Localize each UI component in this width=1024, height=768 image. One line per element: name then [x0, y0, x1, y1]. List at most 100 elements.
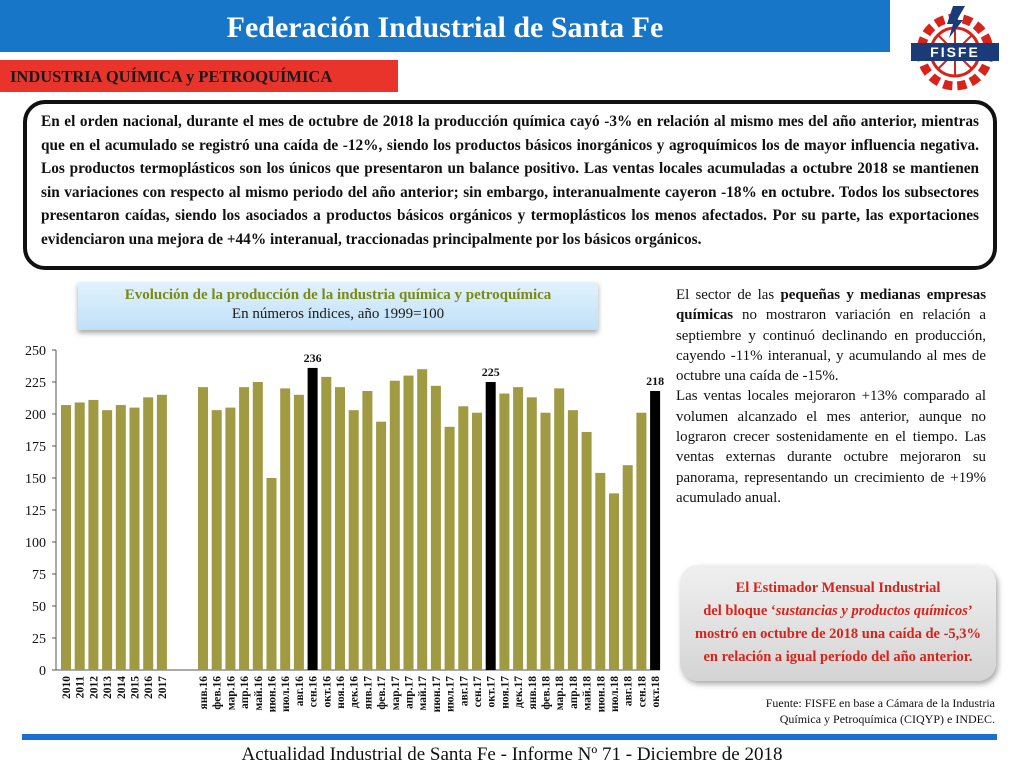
monthly-x-label: авг.16 [294, 676, 306, 707]
monthly-bar [540, 412, 551, 670]
data-label: 218 [646, 374, 664, 388]
chart-title-box: Evolución de la producción de la industr… [78, 282, 598, 330]
annual-bar [156, 394, 167, 670]
data-label: 236 [304, 351, 322, 365]
monthly-x-label: май.16 [253, 676, 265, 711]
estimator-title: El Estimador Mensual Industrial [735, 580, 941, 596]
source-note: Fuente: FISFE en base a Cámara de la Ind… [765, 696, 995, 726]
monthly-x-label: дек.16 [349, 676, 361, 708]
monthly-bar [403, 375, 414, 670]
monthly-bar [239, 387, 250, 670]
monthly-x-label: июн.16 [267, 676, 279, 713]
footer-text: Actualidad Industrial de Santa Fe - Info… [241, 744, 783, 765]
monthly-x-label: окт.18 [650, 676, 662, 708]
lightning-icon [947, 6, 965, 38]
summary-box: En el orden nacional, durante el mes de … [23, 100, 997, 270]
monthly-bar [609, 493, 619, 670]
monthly-bar [526, 397, 537, 670]
annual-bar [61, 405, 71, 670]
monthly-x-label: июн.18 [595, 676, 607, 713]
header-bar [0, 0, 890, 52]
annual-bar [88, 399, 99, 670]
monthly-bar [444, 426, 455, 670]
monthly-bar [376, 421, 387, 670]
estimator-box: El Estimador Mensual Industrial del bloq… [680, 565, 996, 681]
monthly-x-label: май.17 [417, 676, 429, 711]
estimator-line-4: en relación a igual período del año ante… [703, 649, 973, 665]
chart-subtitle: En números índices, año 1999=100 [231, 306, 445, 322]
monthly-bar [554, 388, 565, 670]
monthly-x-label: фев.16 [212, 676, 224, 710]
monthly-x-label: сен.18 [636, 676, 648, 708]
monthly-x-label: янв.17 [362, 676, 374, 710]
annual-x-label: 2011 [75, 676, 87, 699]
monthly-x-label: фев.18 [541, 676, 553, 710]
section-label: INDUSTRIA QUÍMICA y PETROQUÍMICA [0, 60, 398, 92]
monthly-x-label: мар.18 [554, 676, 566, 711]
monthly-bar [335, 387, 345, 670]
monthly-bar [211, 410, 222, 670]
y-tick-label: 0 [39, 664, 46, 679]
monthly-x-label: фев.17 [376, 676, 388, 710]
monthly-x-label: мар.17 [390, 676, 402, 711]
annual-x-label: 2012 [88, 676, 100, 699]
monthly-bar [348, 410, 359, 670]
monthly-bar [198, 387, 208, 670]
monthly-bar [307, 367, 318, 670]
y-tick-label: 250 [25, 344, 46, 359]
monthly-x-label: ноя.16 [335, 676, 347, 709]
monthly-bar [321, 376, 332, 670]
paragraph-2: Las ventas locales mejoraron +13% compar… [676, 388, 986, 506]
monthly-bar [389, 380, 400, 670]
y-tick-label: 25 [32, 632, 46, 647]
annual-x-label: 2015 [130, 676, 142, 699]
y-tick-label: 100 [25, 536, 46, 551]
monthly-x-label: окт.17 [486, 676, 498, 708]
estimator-line-2: del bloque ‘sustancias y productos quími… [703, 603, 973, 619]
monthly-bar [650, 390, 661, 670]
logo-text: FISFE [930, 44, 980, 60]
monthly-x-label: сен.16 [308, 676, 320, 708]
y-tick-label: 200 [25, 408, 46, 423]
monthly-x-label: май.18 [582, 676, 594, 711]
y-tick-label: 75 [32, 568, 46, 583]
data-label: 225 [482, 365, 500, 379]
annual-x-label: 2014 [116, 676, 128, 699]
monthly-x-label: авг.17 [458, 676, 470, 707]
footer-bar [22, 734, 997, 740]
estimator-line-3: mostró en octubre de 2018 una caída de -… [694, 626, 982, 642]
monthly-x-label: июл.16 [280, 676, 292, 712]
y-tick-label: 175 [25, 440, 46, 455]
monthly-bar [499, 393, 510, 670]
fisfe-logo: FISFE [911, 6, 999, 91]
page-title: Federación Industrial de Santa Fe [226, 11, 664, 44]
monthly-bar [225, 407, 236, 670]
monthly-x-label: авг.18 [623, 676, 635, 707]
chart-title: Evolución de la producción de la industr… [124, 287, 552, 303]
monthly-x-label: окт.16 [321, 676, 333, 708]
monthly-bar [293, 394, 304, 670]
monthly-bar [636, 412, 647, 670]
monthly-x-label: янв.16 [198, 676, 210, 710]
monthly-bar [472, 412, 482, 670]
monthly-bar [430, 385, 441, 670]
monthly-bar [417, 369, 428, 670]
monthly-bar [362, 390, 373, 670]
monthly-x-label: дек.17 [513, 676, 525, 708]
annual-bar [129, 407, 140, 670]
sector-description: El sector de las pequeñas y medianas emp… [676, 285, 986, 508]
annual-bar [74, 402, 85, 670]
annual-bar [102, 410, 113, 670]
annual-bar [115, 405, 126, 670]
monthly-x-label: июн.17 [431, 676, 443, 713]
annual-bar [143, 397, 154, 670]
monthly-x-label: янв.18 [527, 676, 539, 710]
annual-x-label: 2013 [102, 676, 114, 699]
y-tick-label: 150 [25, 472, 46, 487]
monthly-bar [595, 472, 606, 670]
y-tick-label: 225 [25, 376, 46, 391]
y-tick-label: 125 [25, 504, 46, 519]
monthly-bar [485, 382, 496, 670]
monthly-bar [622, 465, 633, 670]
monthly-x-label: июл.18 [609, 676, 621, 712]
